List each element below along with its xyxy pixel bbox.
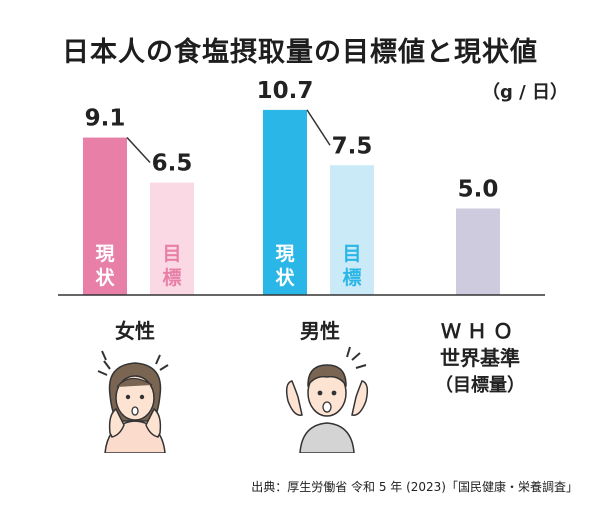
bar-3-inner-label-2: 状: [275, 266, 295, 289]
connector-line-1: [126, 137, 151, 164]
male-surprised-illustration: [285, 346, 369, 453]
female-shock-lines-icon: [97, 350, 169, 376]
bar-3: [263, 109, 307, 295]
value-label-1: 9.1: [85, 106, 126, 132]
bar-1-inner-label-2: 状: [95, 266, 115, 289]
female-left-hand: [108, 407, 125, 438]
bar-5: [456, 208, 500, 295]
male-hair: [307, 364, 347, 388]
category-label-male: 男性: [300, 319, 340, 343]
unit-label: （g / 日）: [482, 82, 568, 103]
bar-3-inner-label-1: 現: [275, 243, 294, 265]
bar-4-inner-label-2: 標: [342, 266, 361, 289]
who-line-2: 世界基準: [440, 346, 520, 370]
bar-2: [150, 182, 194, 295]
category-label-who: ＷＨＯ 世界基準 （目標量）: [415, 318, 545, 399]
chart-title: 日本人の食塩摂取量の目標値と現状値: [62, 37, 538, 68]
who-line-3: （目標量）: [435, 375, 525, 396]
value-label-2: 6.5: [152, 151, 193, 177]
connector-line-2: [306, 109, 331, 146]
female-face: [115, 375, 155, 421]
bar-1: [83, 137, 127, 295]
value-label-5: 5.0: [458, 177, 499, 203]
who-line-1: ＷＨＯ: [441, 319, 519, 343]
male-right-hand: [351, 380, 369, 416]
bar-4-inner-label-1: 目: [342, 243, 361, 265]
female-right-hand: [145, 407, 162, 438]
male-shock-lines-icon: [346, 346, 367, 369]
male-left-hand: [285, 380, 303, 416]
value-label-3: 10.7: [257, 78, 314, 104]
bar-1-inner-label-1: 現: [95, 243, 114, 265]
female-surprised-illustration: [97, 350, 169, 453]
category-label-female: 女性: [115, 319, 155, 343]
bar-2-inner-label-2: 標: [162, 266, 181, 289]
value-label-4: 7.5: [332, 133, 373, 159]
bar-4: [330, 165, 374, 295]
male-body: [299, 422, 355, 453]
bar-2-inner-label-1: 目: [162, 243, 181, 265]
source-note: 出典：厚生労働省 令和 5 年 (2023)「国民健康・栄養調査」: [251, 480, 578, 494]
